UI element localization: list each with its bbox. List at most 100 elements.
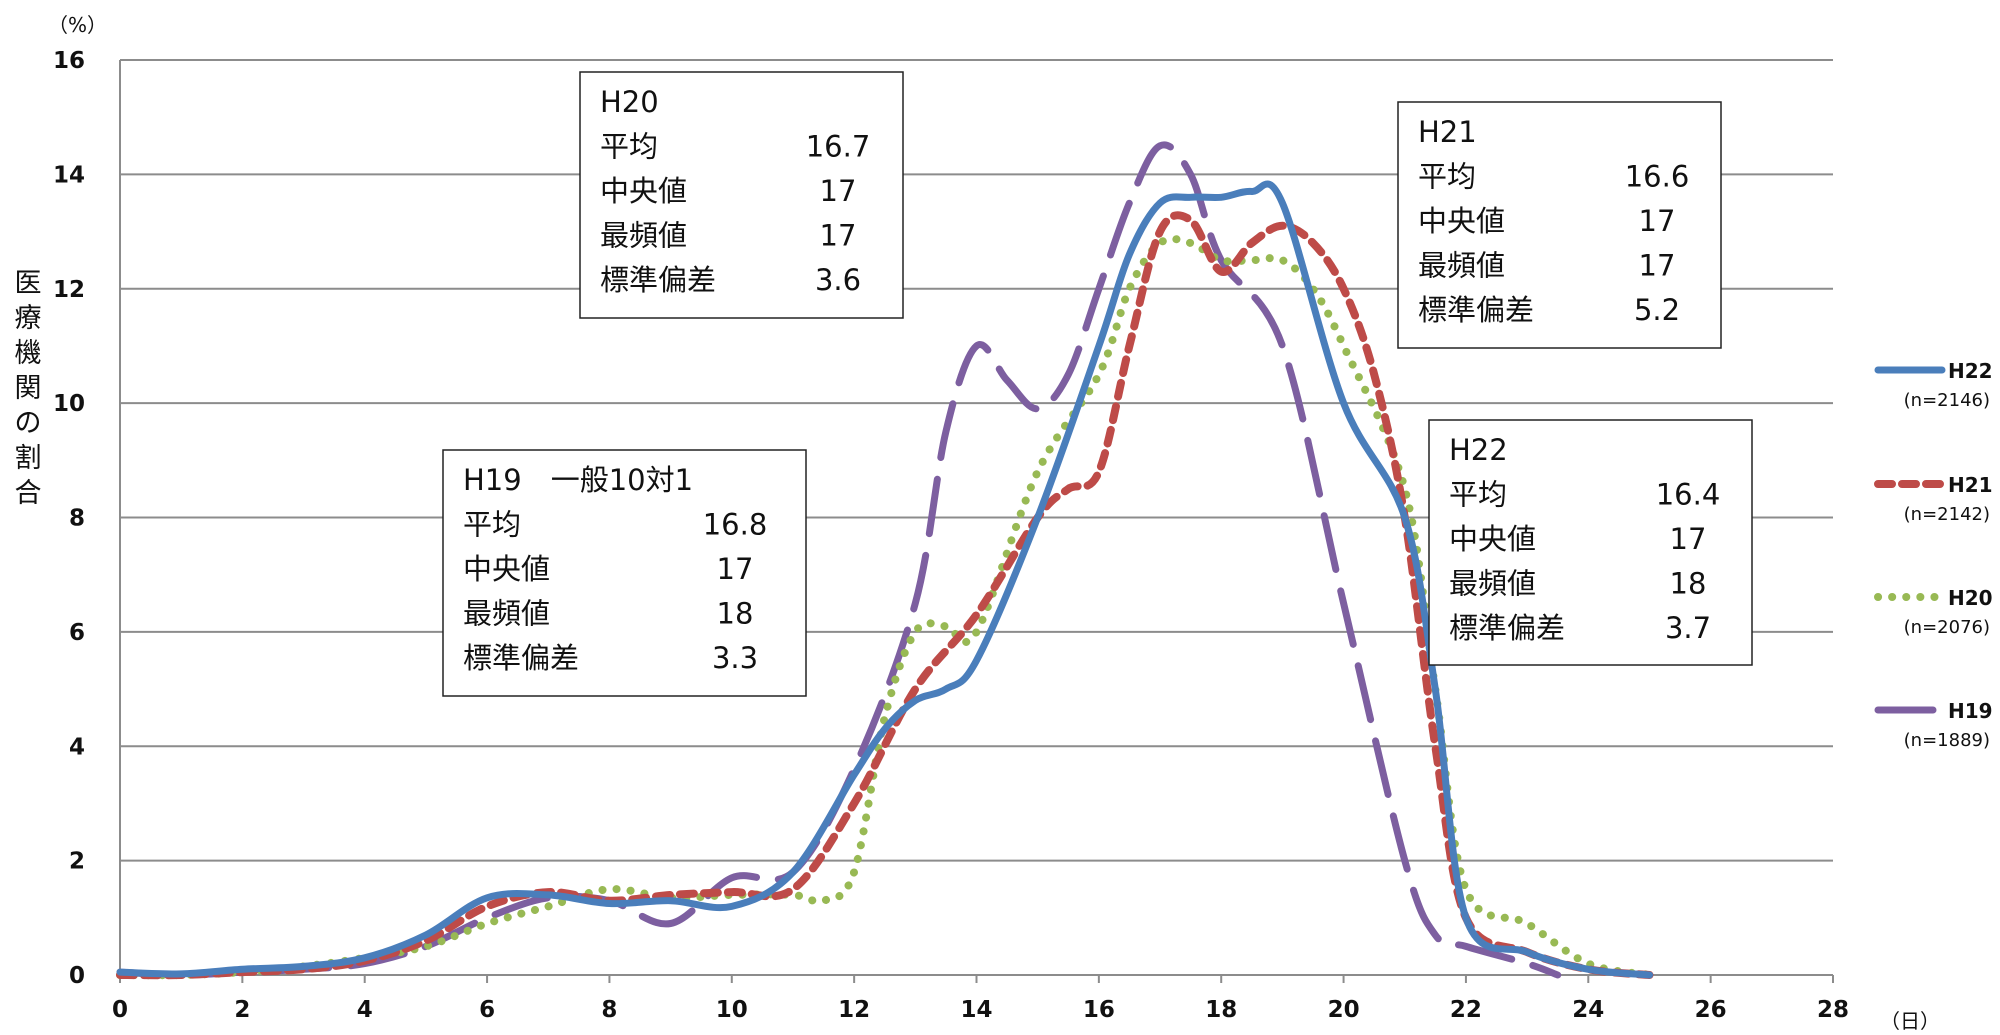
stat-label: H21 <box>1418 115 1477 149</box>
stat-boxes: H19 一般10対1 平均 16.8 中央値 17 最頻値 18 標準偏差 3.3 H20 平均 16… <box>442 71 1753 697</box>
gridlines <box>120 59 1833 976</box>
stat-value: 17 <box>717 552 754 586</box>
y-axis-label-char: 関 <box>15 373 42 404</box>
y-unit-label: （%） <box>48 13 107 37</box>
stat-box-frame <box>1428 419 1753 666</box>
x-tick-label: 14 <box>960 997 992 1023</box>
stat-label: 中央値 <box>1449 522 1536 556</box>
stat-label: 標準偏差 <box>463 641 579 675</box>
stat-label: 最頻値 <box>463 597 550 631</box>
legend-n-label: (n=2142) <box>1904 504 1990 525</box>
stat-value: 3.6 <box>815 263 861 297</box>
x-tick-label: 4 <box>357 997 373 1023</box>
stat-label: 中央値 <box>600 174 687 208</box>
y-tick-labels: 0 2 4 6 8 10 12 14 16 <box>53 48 85 989</box>
legend-n-label: (n=2076) <box>1904 617 1990 638</box>
x-tick-labels: 0 2 4 6 8 10 12 14 16 18 20 22 24 26 28 <box>112 997 1849 1023</box>
stat-box-3: H22 平均 16.4 中央値 17 最頻値 18 標準偏差 3.7 <box>1428 419 1753 666</box>
stat-label: 標準偏差 <box>600 263 716 297</box>
y-tick-label: 14 <box>53 162 85 188</box>
series-line-h21 <box>116 211 1654 980</box>
stat-box-frame <box>579 71 904 319</box>
y-tick-label: 6 <box>69 620 85 646</box>
x-tick-label: 24 <box>1572 997 1604 1023</box>
y-tick-label: 16 <box>53 48 85 74</box>
stat-label: H22 <box>1449 433 1508 467</box>
stat-value: 17 <box>1670 522 1707 556</box>
stat-label: 最頻値 <box>1449 567 1536 601</box>
y-tick-label: 10 <box>53 391 85 417</box>
legend-item-h19: H19 (n=1889) <box>1874 699 1993 751</box>
stat-box-frame <box>442 449 807 697</box>
stat-label: 標準偏差 <box>1418 293 1534 327</box>
legend-label: H22 <box>1948 359 1993 383</box>
stat-label: 平均 <box>463 508 521 542</box>
legend-item-h21: H21 (n=2142) <box>1874 473 1993 525</box>
stat-label: 最頻値 <box>1418 249 1505 283</box>
stat-value: 5.2 <box>1634 293 1680 327</box>
legend-label: H19 <box>1948 699 1993 723</box>
legend-n-label: (n=1889) <box>1904 730 1990 751</box>
x-tick-label: 22 <box>1450 997 1482 1023</box>
stat-value: 17 <box>820 174 857 208</box>
y-axis-label-char: 医 <box>15 268 42 299</box>
stat-value: 16.7 <box>806 130 871 164</box>
stat-label: H20 <box>600 85 659 119</box>
stat-value: 17 <box>1639 204 1676 238</box>
stat-box-0: H19 一般10対1 平均 16.8 中央値 17 最頻値 18 標準偏差 3.3 <box>442 449 807 697</box>
stat-value: 3.3 <box>712 641 758 675</box>
stat-label: 標準偏差 <box>1449 611 1565 645</box>
x-tick-label: 16 <box>1083 997 1115 1023</box>
stat-value: 3.7 <box>1665 611 1711 645</box>
y-axis-label-char: 合 <box>15 478 42 509</box>
series-line-h22 <box>116 180 1653 979</box>
legend-label: H20 <box>1948 586 1993 610</box>
x-tick-label: 0 <box>112 997 128 1023</box>
x-tick-label: 12 <box>838 997 870 1023</box>
y-tick-label: 0 <box>69 963 85 989</box>
stat-box-2: H21 平均 16.6 中央値 17 最頻値 17 標準偏差 5.2 <box>1397 101 1722 349</box>
y-tick-label: 4 <box>69 734 85 760</box>
stat-value: 18 <box>717 597 754 631</box>
x-tick-label: 20 <box>1328 997 1360 1023</box>
y-axis-label-char: 療 <box>15 303 42 334</box>
stat-label: 最頻値 <box>600 219 687 253</box>
y-axis-label-char: 割 <box>15 443 42 474</box>
legend-label: H21 <box>1948 473 1993 497</box>
y-axis-label-char: の <box>15 408 42 439</box>
x-tick-label: 6 <box>479 997 495 1023</box>
stat-value: 16.8 <box>703 508 768 542</box>
y-tick-label: 12 <box>53 277 85 303</box>
series-line-h19 <box>116 141 1562 979</box>
x-tick-label: 2 <box>234 997 250 1023</box>
stat-value: 16.6 <box>1625 160 1690 194</box>
legend-item-h22: H22 (n=2146) <box>1874 359 1993 411</box>
series-line-h20 <box>116 234 1654 980</box>
x-tick-label: 18 <box>1205 997 1237 1023</box>
y-tick-label: 2 <box>69 849 85 875</box>
x-tick-label: 10 <box>716 997 748 1023</box>
x-tick-label: 28 <box>1817 997 1849 1023</box>
stat-label: H19 一般10対1 <box>463 463 693 497</box>
stat-value: 17 <box>820 219 857 253</box>
y-tick-label: 8 <box>69 506 85 532</box>
legend-item-h20: H20 (n=2076) <box>1874 586 1993 638</box>
stat-value: 17 <box>1639 249 1676 283</box>
y-axis-label-char: 機 <box>15 338 42 369</box>
stat-value: 16.4 <box>1656 478 1721 512</box>
x-unit-label: （日） <box>1880 1009 1940 1033</box>
stat-box-frame <box>1397 101 1722 349</box>
legend-n-label: (n=2146) <box>1904 390 1990 411</box>
stat-value: 18 <box>1670 567 1707 601</box>
legend: H22 (n=2146) H21 (n=2142) H20 (n=2076) H19 (n=1… <box>1874 359 1993 751</box>
stat-label: 平均 <box>1418 160 1476 194</box>
stat-label: 中央値 <box>463 552 550 586</box>
stat-label: 中央値 <box>1418 204 1505 238</box>
stat-label: 平均 <box>600 130 658 164</box>
series-lines <box>116 141 1654 980</box>
stat-label: 平均 <box>1449 478 1507 512</box>
x-tick-label: 8 <box>601 997 617 1023</box>
stat-box-1: H20 平均 16.7 中央値 17 最頻値 17 標準偏差 3.6 <box>579 71 904 319</box>
